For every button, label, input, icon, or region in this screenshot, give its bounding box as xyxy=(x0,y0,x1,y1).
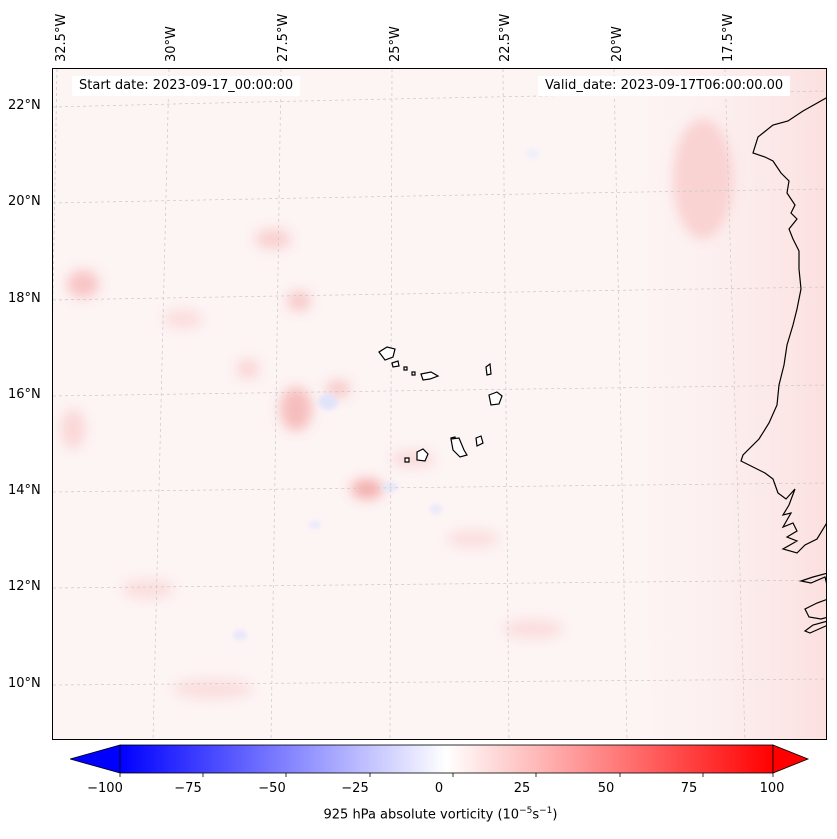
lon-label: 30°W xyxy=(164,26,179,62)
colorbar xyxy=(70,744,810,777)
lat-label: 12°N xyxy=(8,579,41,594)
colorbar-ticks xyxy=(119,773,774,777)
lon-label: 17.5°W xyxy=(721,13,736,62)
colorbar-tick-label: −75 xyxy=(174,781,202,796)
colorbar-tick-label: 25 xyxy=(513,781,531,796)
lat-label: 14°N xyxy=(8,483,41,498)
lat-label: 16°N xyxy=(8,387,41,402)
lon-label: 32.5°W xyxy=(54,13,69,62)
colorbar-tick-label: 100 xyxy=(759,781,785,796)
vorticity-patches xyxy=(61,119,733,699)
start-date-label: Start date: 2023-09-17_00:00:00 xyxy=(72,76,301,96)
colorbar-tick-label: −25 xyxy=(341,781,369,796)
lat-label: 20°N xyxy=(8,194,41,209)
colorbar-min-extension xyxy=(70,744,121,774)
lat-label: 10°N xyxy=(8,676,41,691)
vorticity-field xyxy=(53,69,826,739)
colorbar-title: 925 hPa absolute vorticity (10−5s−1) xyxy=(323,806,558,823)
lon-label: 22.5°W xyxy=(498,13,513,62)
lat-label: 22°N xyxy=(8,98,41,113)
map-plot-area xyxy=(52,68,827,740)
cape-verde-islands xyxy=(378,346,503,463)
colorbar-max-extension xyxy=(772,744,810,774)
lon-label: 20°W xyxy=(610,26,625,62)
african-coastline xyxy=(740,97,826,634)
lon-label: 27.5°W xyxy=(276,13,291,62)
colorbar-tick-label: −50 xyxy=(258,781,286,796)
valid-date-label: Valid_date: 2023-09-17T06:00:00.00 xyxy=(538,76,791,96)
negative-vorticity-patches xyxy=(233,149,539,640)
lon-label: 25°W xyxy=(388,26,403,62)
colorbar-tick-label: 75 xyxy=(680,781,698,796)
lat-label: 18°N xyxy=(8,291,41,306)
colorbar-tick-label: 0 xyxy=(434,781,444,796)
colorbar-gradient xyxy=(119,744,774,774)
colorbar-tick-label: −100 xyxy=(87,781,123,796)
graticule xyxy=(53,69,826,739)
colorbar-tick-label: 50 xyxy=(597,781,615,796)
